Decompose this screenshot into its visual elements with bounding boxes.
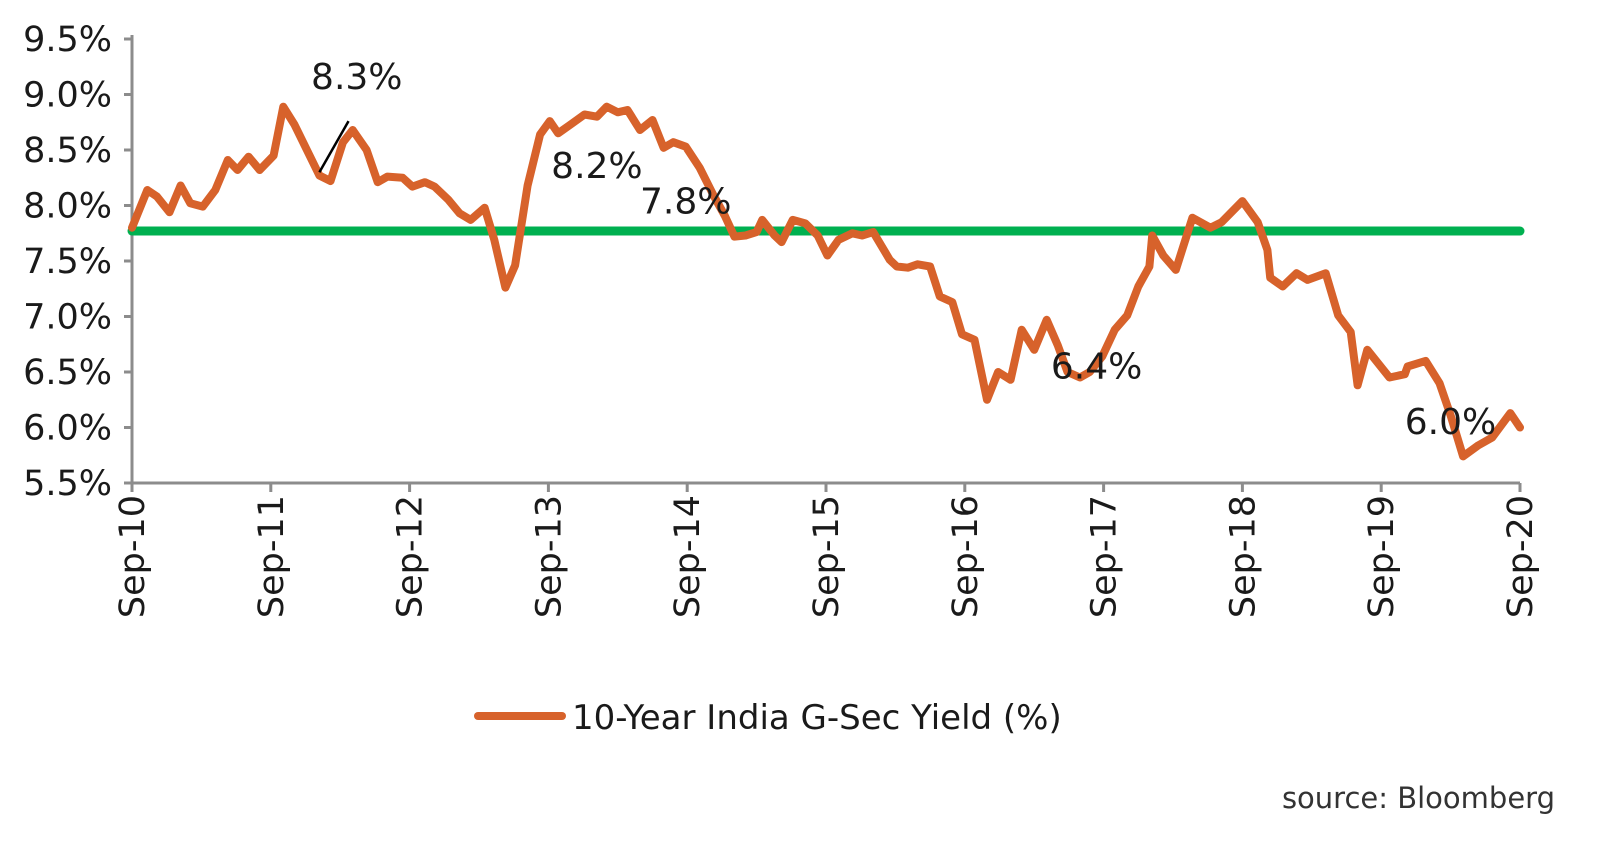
annotations: 8.3% 8.2%7.8% 6.4% 6.0% [311, 57, 1496, 443]
y-tick-label: 8.5% [23, 131, 112, 171]
annotation-label: 8.2% [551, 146, 642, 187]
x-tick-label: Sep-20 [1501, 495, 1541, 618]
annotation-leader [318, 120, 350, 173]
annotation-label: 6.0% [1405, 402, 1496, 443]
x-tick-label: Sep-17 [1085, 495, 1125, 618]
y-tick-label: 5.5% [23, 464, 112, 504]
y-tick-label: 9.5% [23, 20, 112, 60]
y-tick-label: 7.0% [23, 298, 112, 338]
x-tick-label: Sep-11 [252, 495, 292, 618]
source-note: source: Bloomberg [1282, 781, 1555, 815]
y-tick-label: 8.0% [23, 187, 112, 227]
annotation-label: 6.4% [1051, 347, 1142, 388]
x-tick-label: Sep-14 [668, 495, 708, 618]
x-tick-label: Sep-13 [529, 495, 569, 618]
x-tick-label: Sep-16 [946, 495, 986, 618]
y-tick-label: 9.0% [23, 76, 112, 116]
x-tick-label: Sep-15 [807, 495, 847, 618]
legend: 10-Year India G-Sec Yield (%) [474, 698, 1062, 738]
annotation-label: 7.8% [640, 181, 731, 222]
x-tick-label: Sep-12 [391, 495, 431, 618]
y-tick-label: 6.0% [23, 409, 112, 449]
annotation-label: 8.3% [311, 57, 402, 98]
x-tick-label: Sep-10 [113, 495, 153, 618]
y-tick-label: 6.5% [23, 353, 112, 393]
series-layer [128, 102, 1524, 461]
yield-line [128, 102, 1524, 461]
x-tick-label: Sep-19 [1362, 495, 1402, 618]
y-tick-label: 7.5% [23, 242, 112, 282]
legend-label: 10-Year India G-Sec Yield (%) [572, 698, 1062, 738]
axes: 5.5% 6.0% 6.5% 7.0% 7.5% 8.0% 8.5% 9.0% 9.5% Sep-… [23, 20, 1541, 618]
x-tick-label: Sep-18 [1223, 495, 1263, 618]
